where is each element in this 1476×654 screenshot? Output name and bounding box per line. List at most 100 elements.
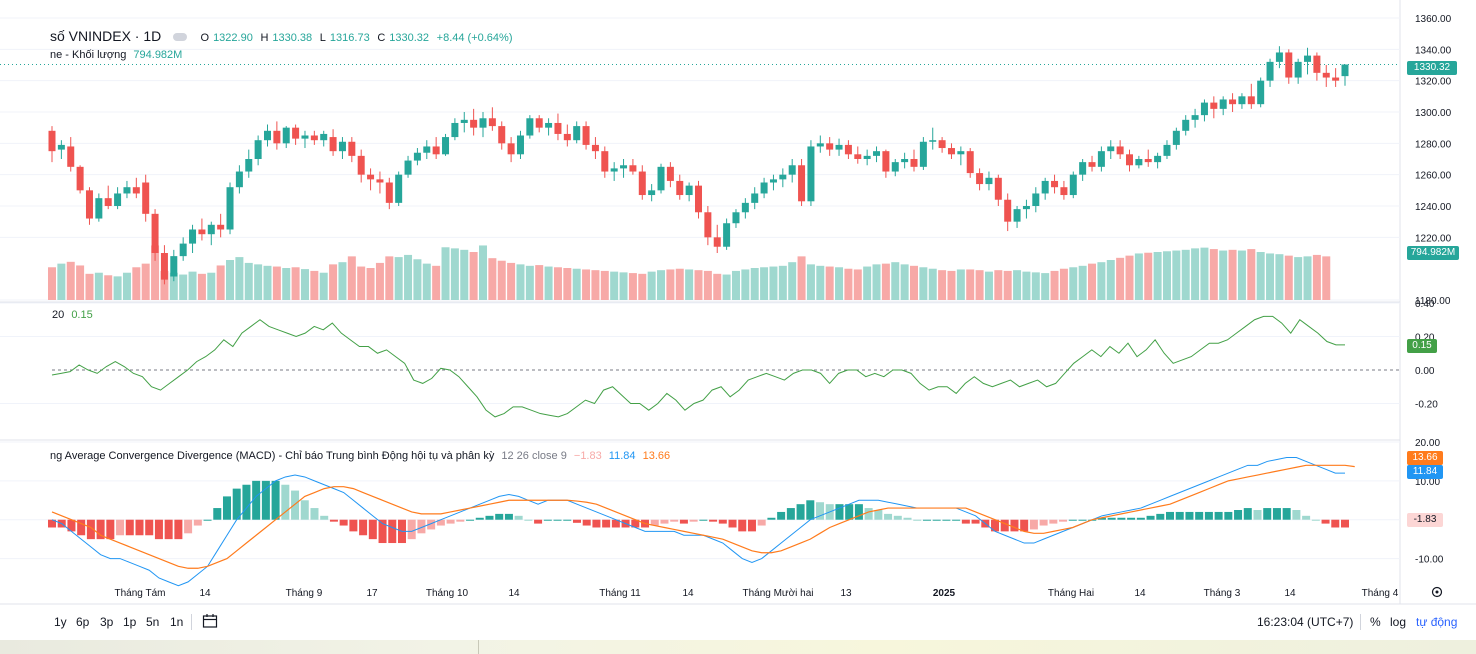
candle-body — [1135, 159, 1143, 166]
volume-bar — [197, 273, 206, 300]
candle-body — [432, 146, 440, 155]
volume-bar — [66, 261, 75, 300]
candle-body — [132, 187, 140, 194]
candle-body — [695, 185, 702, 213]
symbol-title[interactable]: số VNINDEX · 1D — [50, 28, 162, 44]
volume-bar — [1191, 248, 1200, 300]
volume-bar — [1125, 255, 1134, 300]
macd-histogram-bar — [534, 519, 543, 524]
macd-histogram-bar — [952, 519, 961, 521]
volume-bar — [1106, 260, 1115, 300]
macd-histogram-bar — [213, 508, 222, 520]
macd-histogram-bar — [816, 502, 825, 520]
volume-legend: ne - Khối lượng 794.982M — [50, 49, 186, 61]
macd-histogram-bar — [417, 519, 426, 534]
volume-legend-label[interactable]: ne - Khối lượng — [50, 49, 127, 61]
candle-body — [835, 144, 843, 150]
macd-histogram-bar — [349, 519, 358, 532]
candle-body — [573, 126, 581, 141]
volume-bar — [357, 266, 366, 300]
volume-bar — [48, 267, 56, 300]
macd-legend-label[interactable]: ng Average Convergence Divergence (MACD)… — [50, 450, 495, 462]
volume-bar — [1266, 253, 1275, 300]
candle-body — [601, 151, 609, 172]
macd-histogram-bar — [388, 519, 397, 544]
macd-histogram-bar — [767, 517, 776, 520]
volume-bar — [797, 256, 806, 300]
timeframe-1n[interactable]: 1n — [170, 615, 184, 629]
percent-toggle[interactable]: % — [1370, 615, 1381, 629]
macd-histogram-bar — [864, 508, 873, 520]
candle-body — [189, 229, 197, 244]
volume-bar — [507, 262, 516, 300]
osc-legend-label[interactable]: 20 — [52, 309, 65, 321]
candle-body — [385, 182, 393, 203]
volume-bar — [122, 272, 131, 300]
volume-bar — [207, 272, 216, 300]
macd-histogram-bar — [670, 519, 679, 522]
timeframe-1p[interactable]: 1p — [123, 615, 137, 629]
volume-bar — [450, 248, 459, 300]
macd-histogram-bar — [835, 504, 844, 520]
timeframe-5n[interactable]: 5n — [146, 615, 160, 629]
macd-histogram-bar — [854, 504, 863, 520]
gear-icon[interactable] — [1431, 586, 1443, 598]
volume-bar — [1284, 255, 1293, 300]
candle-body — [488, 118, 496, 127]
macd-histogram-bar — [971, 519, 980, 524]
candle-body — [470, 119, 478, 128]
volume-bar — [591, 270, 600, 300]
macd-histogram-bar — [1068, 519, 1077, 521]
candle-body — [882, 151, 890, 172]
candle-body — [1285, 52, 1293, 78]
volume-bar — [647, 271, 656, 300]
candle-body — [966, 151, 974, 174]
volume-bar — [1219, 250, 1228, 300]
time-tick-label: Tháng 3 — [1204, 588, 1241, 599]
volume-bar — [432, 265, 441, 300]
price-tag: 1330.32 — [1407, 61, 1457, 75]
macd-signal-line — [51, 464, 1355, 569]
macd-histogram-bar — [222, 496, 231, 520]
candle-body — [854, 154, 862, 159]
macd-histogram-bar — [592, 519, 601, 528]
candle-body — [376, 179, 384, 183]
candle-body — [1144, 159, 1152, 163]
candle-body — [226, 187, 234, 230]
calendar-range-icon[interactable] — [202, 613, 218, 632]
timeframe-3p[interactable]: 3p — [100, 615, 114, 629]
candle-body — [957, 151, 965, 155]
volume-bar — [272, 266, 281, 300]
candle-body — [1294, 61, 1302, 78]
time-tick-label: Tháng 10 — [426, 588, 469, 599]
candle-body — [1051, 180, 1059, 188]
timeframe-6p[interactable]: 6p — [76, 615, 90, 629]
macd-histogram-bar — [777, 511, 786, 520]
volume-bar — [675, 268, 684, 300]
volume-bar — [722, 274, 731, 300]
macd-histogram-bar — [67, 519, 76, 532]
macd-histogram-bar — [1059, 519, 1068, 522]
macd-histogram-bar — [1292, 510, 1301, 520]
macd-histogram-bar — [1166, 511, 1175, 520]
macd-histogram-bar — [1049, 519, 1058, 524]
candle-body — [273, 130, 281, 144]
candle-body — [610, 168, 618, 172]
auto-scale-toggle[interactable]: tự động — [1416, 615, 1458, 629]
volume-bar — [263, 265, 272, 300]
volume-tag: 794.982M — [1407, 246, 1459, 260]
macd-histogram-bar — [504, 513, 513, 520]
timeframe-1y[interactable]: 1y — [54, 615, 67, 629]
volume-bar — [835, 267, 844, 300]
time-tick-label: 13 — [840, 588, 852, 599]
collapse-icon[interactable] — [172, 33, 187, 41]
macd-histogram-bar — [757, 519, 766, 526]
volume-bar — [666, 269, 675, 300]
osc-tick-label: 0.20 — [1415, 333, 1435, 344]
macd-line — [51, 457, 1345, 587]
volume-bar — [413, 259, 422, 300]
candle-body — [367, 174, 375, 180]
volume-bar — [881, 263, 890, 300]
log-toggle[interactable]: log — [1390, 615, 1407, 629]
